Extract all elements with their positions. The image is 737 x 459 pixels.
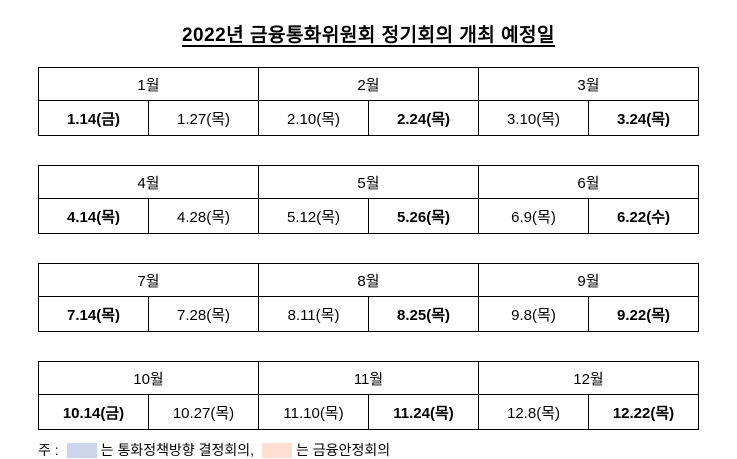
meeting-table-q1: 1월 2월 3월 1.14(금) 1.27(목) 2.10(목) 2.24(목)… [38,67,699,136]
month-header-row: 4월 5월 6월 [38,165,699,199]
month-header-row: 1월 2월 3월 [38,67,699,101]
meeting-date-cell: 2.10(목) [258,100,369,136]
stability-color-swatch [262,442,293,458]
meeting-date-cell: 4.28(목) [148,198,259,234]
meeting-date-cell: 6.9(목) [478,198,589,234]
month-header-nov: 11월 [258,361,479,395]
dates-row: 7.14(목) 7.28(목) 8.11(목) 8.25(목) 9.8(목) 9… [38,296,699,332]
month-header-apr: 4월 [38,165,259,199]
meeting-date-cell: 2.24(목) [368,100,479,136]
legend-note: 주 : 는 통화정책방향 결정회의, 는 금융안정회의 [38,440,699,459]
month-header-row: 7월 8월 9월 [38,263,699,297]
meeting-date-cell: 6.22(수) [588,198,699,234]
meeting-date-cell: 11.24(목) [368,394,479,430]
meeting-date-cell: 11.10(목) [258,394,369,430]
month-header-mar: 3월 [478,67,699,101]
meeting-table-q3: 7월 8월 9월 7.14(목) 7.28(목) 8.11(목) 8.25(목)… [38,263,699,332]
meeting-table-q4: 10월 11월 12월 10.14(금) 10.27(목) 11.10(목) 1… [38,361,699,430]
meeting-date-cell: 12.22(목) [588,394,699,430]
page-title-text: 2022년 금융통화위원회 정기회의 개최 예정일 [181,25,556,46]
month-header-jul: 7월 [38,263,259,297]
meeting-date-cell: 8.11(목) [258,296,369,332]
meeting-date-cell: 1.27(목) [148,100,259,136]
dates-row: 10.14(금) 10.27(목) 11.10(목) 11.24(목) 12.8… [38,394,699,430]
meeting-date-cell: 9.22(목) [588,296,699,332]
month-header-sep: 9월 [478,263,699,297]
meeting-date-cell: 10.14(금) [38,394,149,430]
legend-stability-label: 는 금융안정회의 [296,442,391,458]
meeting-date-cell: 7.14(목) [38,296,149,332]
month-header-jun: 6월 [478,165,699,199]
meeting-date-cell: 9.8(목) [478,296,589,332]
legend-policy-label: 는 통화정책방향 결정회의, [100,442,255,458]
meeting-date-cell: 5.12(목) [258,198,369,234]
meeting-date-cell: 3.24(목) [588,100,699,136]
month-header-dec: 12월 [478,361,699,395]
meeting-date-cell: 5.26(목) [368,198,479,234]
meeting-date-cell: 4.14(목) [38,198,149,234]
month-header-may: 5월 [258,165,479,199]
month-header-oct: 10월 [38,361,259,395]
policy-color-swatch [66,442,97,458]
month-header-jan: 1월 [38,67,259,101]
meeting-date-cell: 7.28(목) [148,296,259,332]
month-header-feb: 2월 [258,67,479,101]
month-header-row: 10월 11월 12월 [38,361,699,395]
meeting-date-cell: 1.14(금) [38,100,149,136]
month-header-aug: 8월 [258,263,479,297]
meeting-date-cell: 3.10(목) [478,100,589,136]
meeting-date-cell: 12.8(목) [478,394,589,430]
legend-prefix: 주 : [38,442,59,458]
dates-row: 4.14(목) 4.28(목) 5.12(목) 5.26(목) 6.9(목) 6… [38,198,699,234]
page-title: 2022년 금융통화위원회 정기회의 개최 예정일 [38,20,699,47]
meeting-date-cell: 8.25(목) [368,296,479,332]
meeting-date-cell: 10.27(목) [148,394,259,430]
meeting-table-q2: 4월 5월 6월 4.14(목) 4.28(목) 5.12(목) 5.26(목)… [38,165,699,234]
dates-row: 1.14(금) 1.27(목) 2.10(목) 2.24(목) 3.10(목) … [38,100,699,136]
